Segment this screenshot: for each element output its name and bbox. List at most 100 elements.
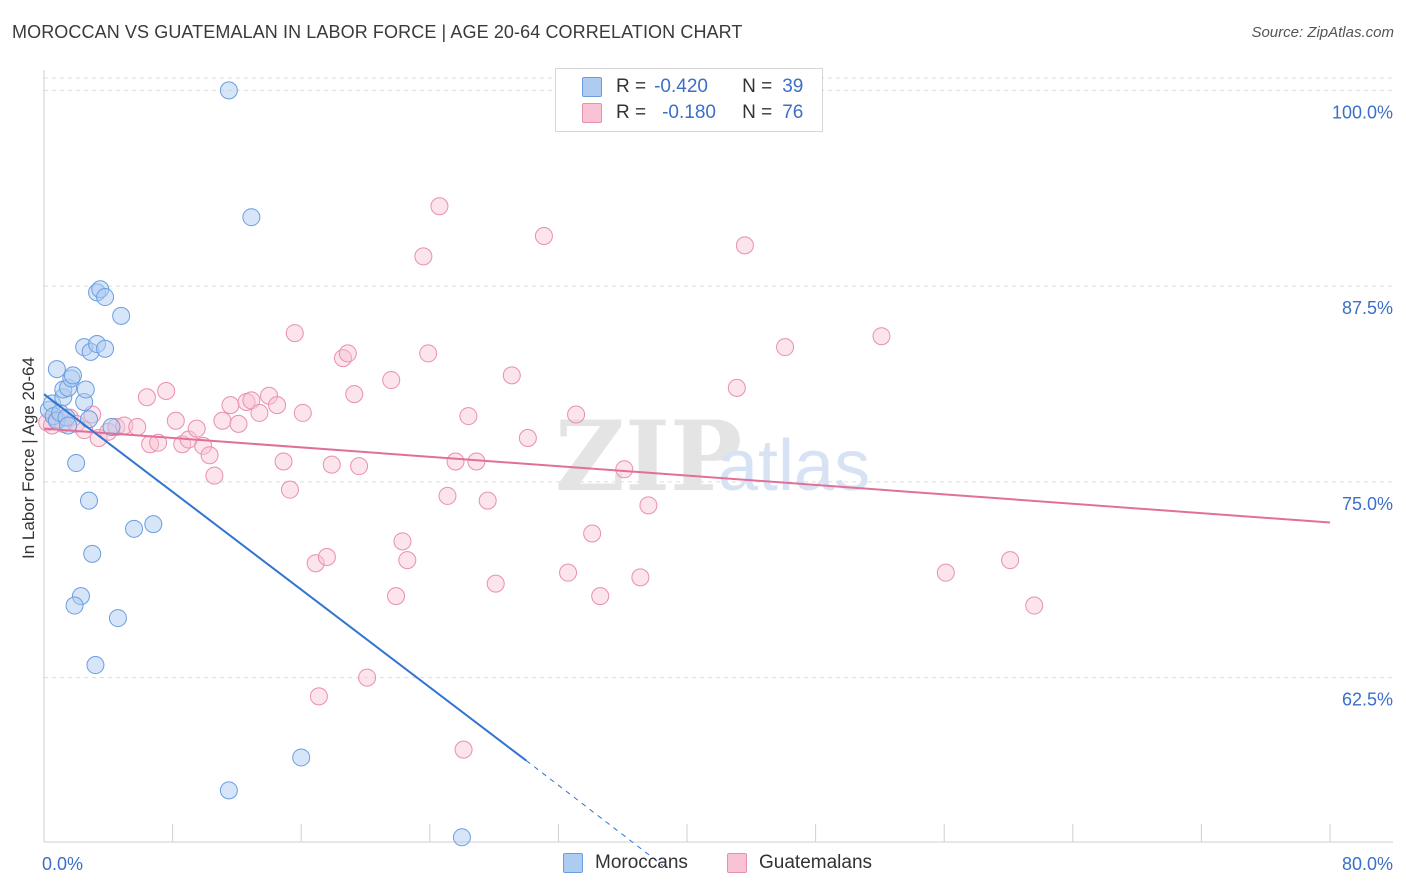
watermark-zip: ZIP	[555, 400, 742, 513]
moroccans-point	[47, 360, 66, 379]
trend-lines	[43, 393, 1331, 866]
guatemalans-point	[194, 436, 213, 455]
guatemalans-point	[137, 388, 156, 407]
guatemalans-point	[486, 574, 505, 593]
guatemalans-point	[157, 382, 176, 401]
guatemalans-point	[459, 407, 478, 426]
moroccans-point	[67, 454, 86, 473]
guatemalans-point	[250, 403, 269, 422]
guatemalans-point	[534, 226, 553, 245]
guatemalans-point	[345, 385, 364, 404]
moroccans-point	[76, 380, 95, 399]
legend-n-value: 39	[782, 76, 804, 97]
legend-r-value: -0.420	[654, 76, 708, 97]
moroccans-point	[102, 418, 121, 437]
moroccans-point	[96, 339, 115, 358]
y-tick-label: 62.5%	[1342, 690, 1393, 710]
moroccans-point	[292, 748, 311, 767]
guatemalans-point	[446, 452, 465, 471]
guatemalans-point	[382, 371, 401, 390]
y-axis-label: In Labor Force | Age 20-64	[19, 357, 38, 559]
guatemalans-point	[306, 554, 325, 573]
guatemalans-point	[615, 460, 634, 479]
guatemalans-point	[419, 344, 438, 363]
bottom-legend-label: Guatemalans	[759, 852, 873, 873]
guatemalans-point	[268, 396, 287, 415]
guatemalans-trend-line	[43, 427, 1331, 524]
guatemalans-point	[387, 587, 406, 606]
guatemalans-point	[639, 496, 658, 515]
guatemalans-point	[591, 587, 610, 606]
watermark: ZIP atlas	[555, 400, 870, 513]
moroccans-point	[125, 519, 144, 538]
legend-row-guatemalans: R = -0.180 N = 76	[582, 100, 803, 126]
guatemalans-point	[430, 197, 449, 216]
guatemalans-point	[322, 455, 341, 474]
guatemalans-point	[166, 411, 185, 430]
moroccans-point	[112, 306, 131, 325]
gridlines	[44, 77, 1393, 679]
guatemalans-point	[350, 457, 369, 476]
guatemalans-point	[205, 466, 224, 485]
moroccans-point	[65, 596, 84, 615]
guatemalans-point	[559, 563, 578, 582]
moroccans-points	[39, 81, 471, 847]
moroccans-point	[219, 781, 238, 800]
bottom-legend: Moroccans Guatemalans	[0, 852, 1406, 878]
guatemalans-point	[727, 378, 746, 397]
x-tick-label: 0.0%	[42, 854, 83, 874]
guatemalans-point	[478, 491, 497, 510]
guatemalans-point	[149, 433, 168, 452]
axes	[43, 70, 1393, 843]
bottom-legend-swatch-moroccans	[563, 853, 583, 873]
moroccans-point	[86, 656, 105, 675]
guatemalans-point	[872, 327, 891, 346]
legend-r-label: R =	[616, 76, 647, 97]
guatemalans-point	[518, 428, 537, 447]
guatemalans-point	[229, 414, 248, 433]
bottom-legend-swatch-guatemalans	[727, 853, 747, 873]
moroccans-point	[219, 81, 238, 100]
legend-n-label: N =	[742, 76, 773, 97]
y-tick-label: 75.0%	[1342, 494, 1393, 514]
guatemalans-point	[200, 446, 219, 465]
guatemalans-point	[438, 486, 457, 505]
bottom-legend-label: Moroccans	[595, 852, 688, 873]
moroccans-point	[80, 410, 99, 429]
guatemalans-point	[735, 236, 754, 255]
legend-box: R = -0.420 N = 39 R = -0.180 N = 76	[555, 68, 823, 132]
legend-swatch-moroccans	[582, 77, 602, 97]
chart-title: MOROCCAN VS GUATEMALAN IN LABOR FORCE | …	[12, 22, 743, 42]
guatemalans-point	[1001, 551, 1020, 570]
guatemalans-point	[776, 338, 795, 357]
moroccans-point	[144, 515, 163, 534]
legend-r-label: R =	[616, 102, 647, 123]
moroccans-point	[242, 208, 261, 227]
guatemalans-point	[338, 344, 357, 363]
guatemalans-point	[1025, 596, 1044, 615]
legend-swatch-guatemalans	[582, 103, 602, 123]
bottom-legend-moroccans[interactable]: Moroccans	[563, 852, 688, 874]
tick-labels: 62.5% 75.0% 87.5% 100.0% 0.0% 80.0%	[42, 102, 1393, 874]
guatemalans-point	[502, 366, 521, 385]
watermark-atlas: atlas	[718, 426, 870, 506]
guatemalans-point	[187, 419, 206, 438]
guatemalans-point	[221, 396, 240, 415]
guatemalans-point	[280, 480, 299, 499]
guatemalans-point	[213, 411, 232, 430]
guatemalans-point	[936, 563, 955, 582]
moroccans-point	[108, 609, 127, 628]
legend-n-value: 76	[782, 102, 804, 123]
guatemalans-point	[274, 452, 293, 471]
moroccans-point	[83, 544, 102, 563]
guatemalans-point	[317, 548, 336, 567]
legend-r-value: -0.180	[662, 102, 716, 123]
guatemalans-point	[128, 418, 147, 437]
legend-row-moroccans: R = -0.420 N = 39	[582, 74, 803, 100]
guatemalans-point	[631, 568, 650, 587]
guatemalans-points	[38, 197, 1044, 759]
guatemalans-point	[583, 524, 602, 543]
bottom-legend-guatemalans[interactable]: Guatemalans	[727, 852, 872, 874]
guatemalans-point	[293, 403, 312, 422]
moroccans-trend-extension	[525, 760, 664, 866]
